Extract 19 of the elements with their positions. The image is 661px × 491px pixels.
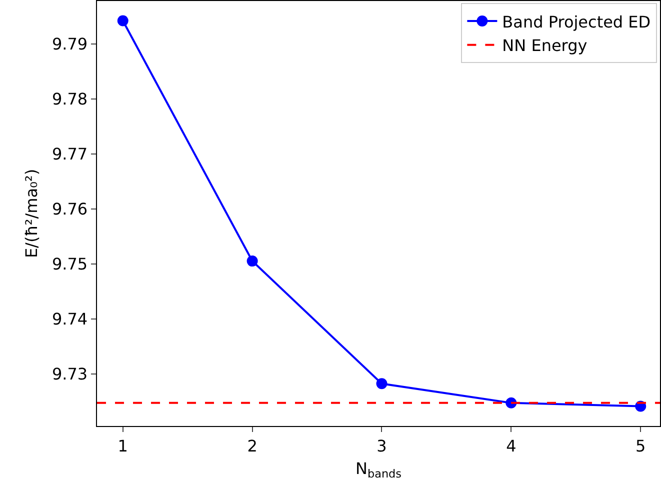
x-axis-title: N$_{bands}$ xyxy=(356,459,402,480)
x-tick-label: 4 xyxy=(506,436,516,456)
x-tick-label: 1 xyxy=(118,436,128,456)
point xyxy=(376,378,388,390)
y-tick-label: 9.75 xyxy=(52,254,88,274)
y-tick-label: 9.79 xyxy=(52,34,88,54)
y-tick-label: 9.76 xyxy=(52,199,88,218)
y-tick-label: 9.73 xyxy=(52,364,88,384)
y-tick-label: 9.78 xyxy=(52,89,88,108)
y-tick-label: 9.77 xyxy=(52,144,88,164)
point xyxy=(246,256,258,267)
legend-label: Band Projected ED xyxy=(502,12,651,32)
x-tick-label: 2 xyxy=(247,436,258,456)
legend-label: NN Energy xyxy=(502,36,588,56)
point xyxy=(117,15,128,26)
x-tick-label: 3 xyxy=(376,436,387,456)
y-axis-title: E/(ħ²/ma₀²) xyxy=(22,168,41,258)
x-tick-label: 5 xyxy=(635,436,646,456)
y-tick-label: 9.74 xyxy=(52,309,88,328)
